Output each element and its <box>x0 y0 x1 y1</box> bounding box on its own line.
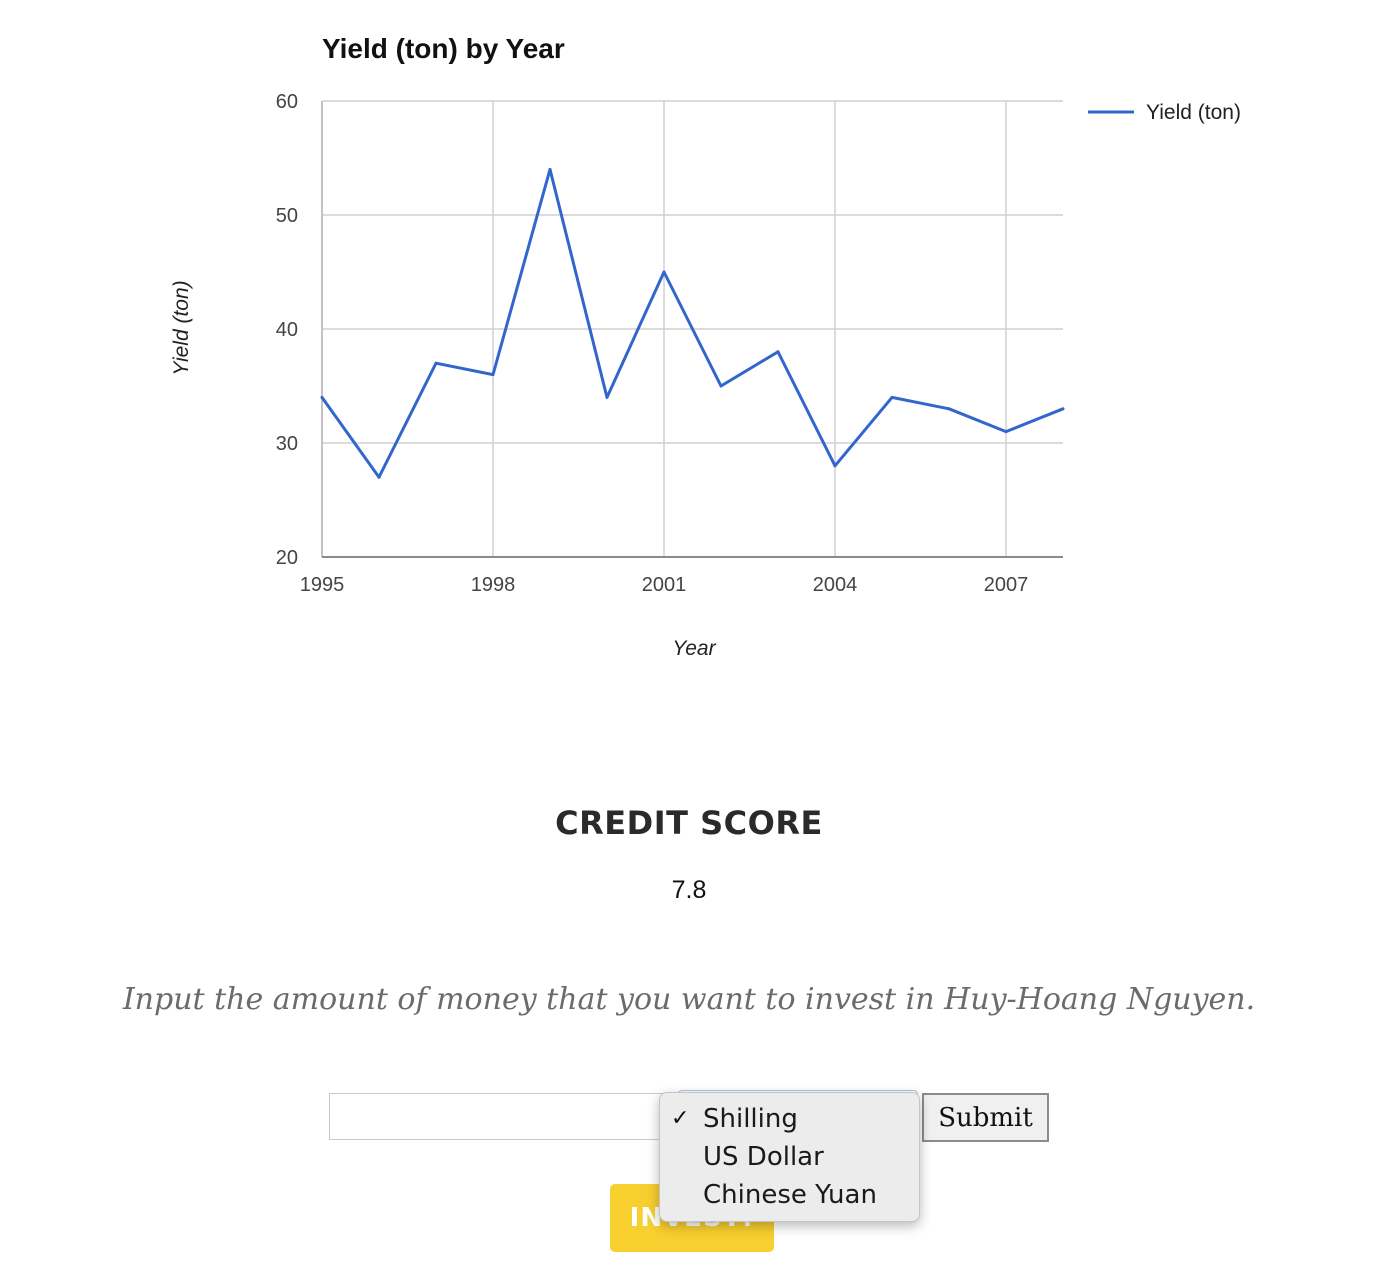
currency-option-label: Shilling <box>703 1104 798 1134</box>
series-line <box>320 167 1064 479</box>
y-tick-label: 30 <box>276 433 298 455</box>
y-tick-label: 60 <box>276 91 298 113</box>
data-point <box>833 464 837 468</box>
chart-series-layer <box>320 167 1065 479</box>
x-tick-label: 1998 <box>471 574 516 596</box>
data-point <box>1061 407 1065 411</box>
data-point <box>890 395 894 399</box>
y-axis-label: Yield (ton) <box>170 280 193 375</box>
data-point <box>1004 430 1008 434</box>
y-axis-ticks: 20 30 40 50 60 <box>276 91 298 569</box>
chart-legend: Yield (ton) <box>1088 101 1241 124</box>
chart-title: Yield (ton) by Year <box>322 33 565 64</box>
x-tick-label: 1995 <box>300 574 345 596</box>
data-point <box>947 407 951 411</box>
legend-label: Yield (ton) <box>1146 101 1241 124</box>
chart-plot-area <box>321 101 1063 558</box>
x-tick-label: 2007 <box>984 574 1029 596</box>
currency-dropdown-menu: ✓ Shilling US Dollar Chinese Yuan <box>659 1092 920 1222</box>
x-tick-label: 2001 <box>642 574 687 596</box>
submit-button[interactable]: Submit <box>922 1093 1049 1142</box>
currency-option-label: Chinese Yuan <box>703 1180 877 1210</box>
x-tick-label: 2004 <box>813 574 858 596</box>
amount-input[interactable] <box>329 1093 681 1140</box>
x-axis-ticks: 1995 1998 2001 2004 2007 <box>300 574 1029 596</box>
currency-option-us-dollar[interactable]: US Dollar <box>660 1138 919 1176</box>
currency-option-chinese-yuan[interactable]: Chinese Yuan <box>660 1176 919 1214</box>
data-point <box>320 395 324 399</box>
yield-chart: 20 30 40 50 60 1995 1998 2001 2004 2007 Yield (t… <box>170 33 1241 660</box>
currency-option-label: US Dollar <box>703 1142 824 1172</box>
y-tick-label: 20 <box>276 547 298 569</box>
data-point <box>434 361 438 365</box>
data-point <box>605 395 609 399</box>
y-tick-label: 40 <box>276 319 298 341</box>
y-tick-label: 50 <box>276 205 298 227</box>
data-point <box>776 350 780 354</box>
data-point <box>491 373 495 377</box>
invest-prompt: Input the amount of money that you want … <box>122 982 1256 1017</box>
credit-score-value: 7.8 <box>671 876 707 904</box>
data-point <box>662 270 666 274</box>
data-point <box>377 475 381 479</box>
x-axis-label: Year <box>672 637 716 660</box>
credit-score-heading: CREDIT SCORE <box>555 804 823 842</box>
data-point <box>719 384 723 388</box>
data-point <box>548 167 552 171</box>
currency-option-shilling[interactable]: ✓ Shilling <box>660 1100 919 1138</box>
checkmark-icon: ✓ <box>671 1106 690 1131</box>
